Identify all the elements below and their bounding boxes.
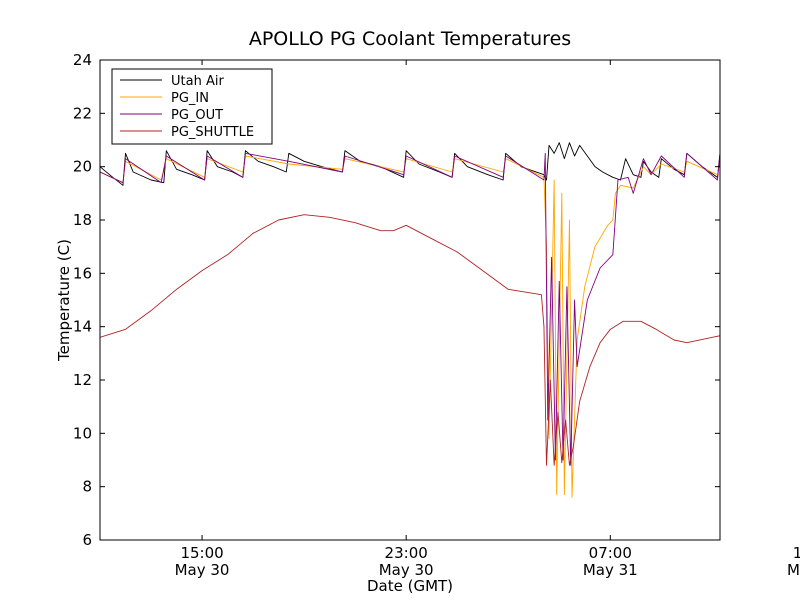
legend-label: Utah Air <box>171 74 224 89</box>
legend-label: PG_IN <box>171 91 209 106</box>
x-tick-label-date: May 30 <box>175 561 230 579</box>
y-tick-label: 20 <box>73 158 92 176</box>
y-tick-label: 16 <box>73 264 92 282</box>
legend: Utah Air PG_IN PG_OUT PG_SHUTTLE <box>111 68 273 145</box>
x-tick-label-time: 23:00 <box>385 544 428 562</box>
y-tick-label: 24 <box>73 51 92 69</box>
series-line-pg-shuttle <box>100 214 720 466</box>
y-tick-label: 6 <box>82 531 92 549</box>
x-tick-label-date: May 30 <box>379 561 434 579</box>
x-axis-title: Date (GMT) <box>367 577 453 595</box>
y-axis-title: Temperature (C) <box>55 239 73 362</box>
legend-label: PG_OUT <box>171 108 223 123</box>
y-tick-label: 12 <box>73 371 92 389</box>
x-tick-label-time: 15:00 <box>793 544 800 562</box>
chart-title: APOLLO PG Coolant Temperatures <box>249 28 571 50</box>
y-tick-label: 22 <box>73 104 92 122</box>
plot-area-frame <box>99 59 721 541</box>
x-tick-label-time: 15:00 <box>180 544 223 562</box>
x-tick-label-date: May 31 <box>583 561 638 579</box>
x-tick-label-time: 07:00 <box>589 544 632 562</box>
y-axis: 6 8 10 12 14 16 18 20 22 24 <box>73 51 720 549</box>
y-tick-label: 14 <box>73 318 92 336</box>
y-tick-label: 8 <box>82 478 92 496</box>
x-tick-label-date: May 31 <box>787 561 800 579</box>
legend-label: PG_SHUTTLE <box>171 125 254 140</box>
y-tick-label: 10 <box>73 424 92 442</box>
series-line-pg-out <box>100 152 720 466</box>
y-tick-label: 18 <box>73 211 92 229</box>
